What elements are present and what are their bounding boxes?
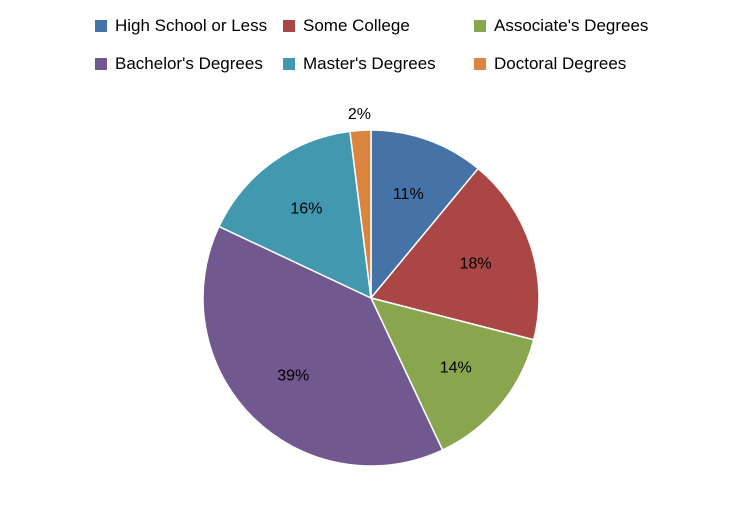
legend-label: Master's Degrees	[303, 54, 436, 73]
pie-slice-bachelors	[202, 225, 444, 467]
pie-slice-high-school	[370, 129, 480, 301]
legend-item-associates: Associate's Degrees	[474, 16, 648, 36]
legend-swatch	[283, 20, 295, 32]
slice-label-masters: 16%	[290, 201, 322, 218]
legend-item-bachelors: Bachelor's Degrees	[95, 54, 263, 74]
legend-label: Doctoral Degrees	[494, 54, 627, 73]
legend-label: High School or Less	[115, 16, 268, 35]
slice-label-bachelors: 39%	[277, 367, 309, 384]
slice-label-associates: 14%	[440, 360, 472, 377]
legend-label: Associate's Degrees	[494, 16, 649, 35]
legend-item-some-college: Some College	[283, 16, 410, 36]
pie-slice-doctoral	[349, 129, 372, 299]
legend-item-doctoral: Doctoral Degrees	[474, 54, 626, 74]
legend-label: Some College	[303, 16, 410, 35]
legend-swatch	[95, 58, 107, 70]
pie-slice-masters	[217, 130, 372, 300]
legend-swatch	[95, 20, 107, 32]
legend-item-masters: Master's Degrees	[283, 54, 436, 74]
pie-slice-associates	[369, 296, 535, 452]
pie-slice-some-college	[369, 167, 540, 341]
slice-label-doctoral: 2%	[348, 106, 371, 123]
legend-swatch	[474, 58, 486, 70]
legend-swatch	[283, 58, 295, 70]
legend-item-high-school: High School or Less	[95, 16, 267, 36]
legend-swatch	[474, 20, 486, 32]
slice-label-high-school: 11%	[393, 186, 424, 203]
legend-label: Bachelor's Degrees	[115, 54, 263, 73]
slice-label-some-college: 18%	[460, 256, 492, 273]
